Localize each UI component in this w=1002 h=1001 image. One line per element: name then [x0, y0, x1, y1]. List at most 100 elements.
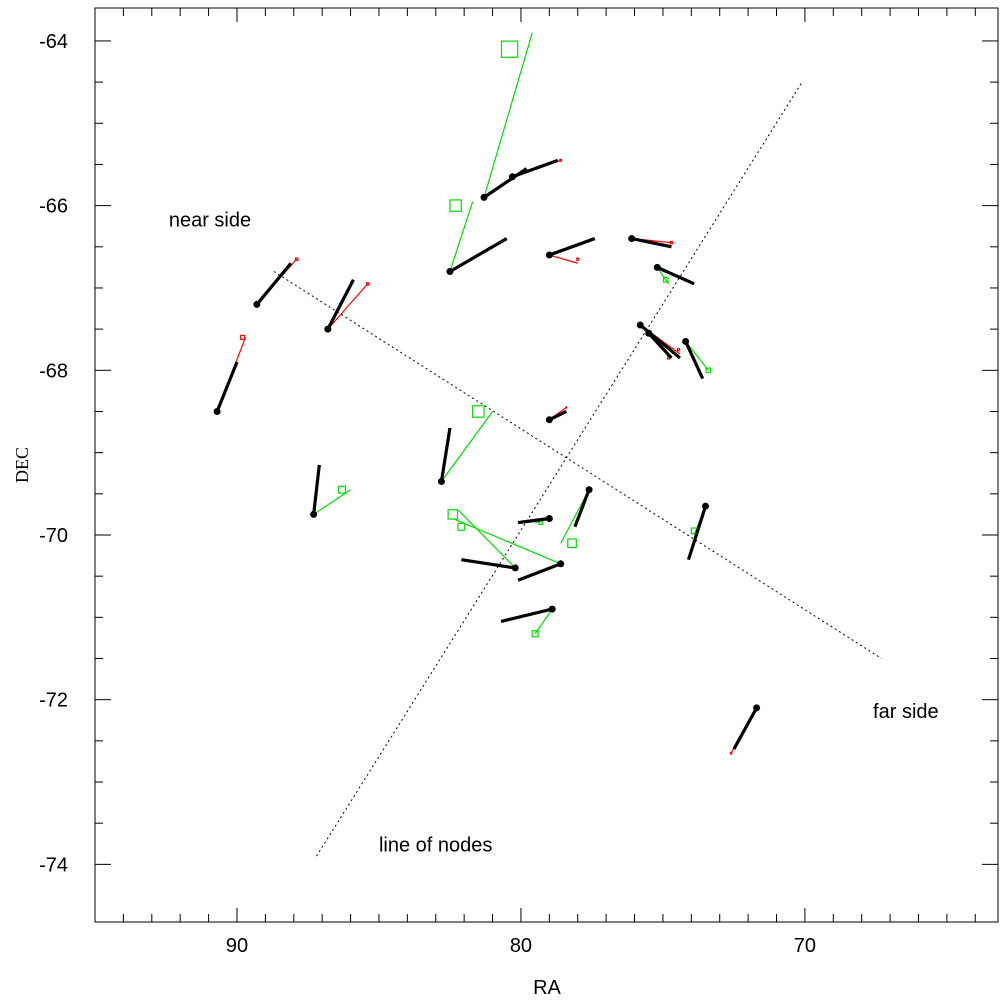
green-vector	[452, 517, 561, 565]
motion-vector	[732, 707, 759, 750]
motion-vector	[215, 361, 239, 413]
object-3	[324, 278, 370, 333]
object-1	[213, 334, 247, 415]
object-4	[310, 464, 351, 518]
reference-lines	[273, 81, 882, 857]
x-tick-label: 70	[794, 935, 816, 957]
object-7	[480, 32, 533, 201]
motion-vector	[647, 332, 673, 360]
red-error-box	[565, 406, 568, 409]
y-tick-label: -64	[39, 31, 68, 53]
y-axis-title: DEC	[12, 447, 32, 483]
data-point	[545, 416, 553, 424]
object-12	[447, 509, 565, 582]
data-point	[253, 300, 261, 308]
green-vector	[313, 489, 351, 515]
x-tick-label: 90	[226, 935, 248, 957]
motion-vector	[631, 236, 672, 249]
annotation-line-of-nodes: line of nodes	[379, 835, 492, 857]
red-error-box	[294, 257, 299, 261]
data-point	[557, 560, 565, 568]
data-point	[437, 477, 445, 485]
data-point	[511, 564, 519, 572]
motion-vector	[686, 505, 708, 561]
data-point	[636, 321, 644, 329]
motion-vector	[461, 558, 516, 570]
object-10	[545, 406, 568, 424]
object-16	[628, 235, 674, 249]
object-14	[560, 486, 593, 549]
green-error-box	[449, 199, 462, 212]
red-error-box	[240, 334, 246, 340]
green-error-box	[447, 509, 459, 520]
object-5	[437, 405, 494, 485]
data-point	[653, 263, 661, 271]
motion-vector	[326, 278, 355, 330]
data-point	[628, 235, 636, 243]
green-error-box	[567, 538, 577, 549]
x-tick-label: 80	[510, 935, 532, 957]
green-vector	[440, 411, 494, 482]
motion-vector	[511, 158, 559, 179]
data-point	[213, 407, 221, 415]
y-tick-label: -74	[39, 854, 68, 876]
motion-vector	[639, 323, 681, 360]
object-22	[729, 704, 761, 755]
annotation-far-side: far side	[873, 701, 939, 723]
data-point	[702, 502, 710, 510]
motion-vector	[312, 464, 321, 515]
object-9	[545, 237, 596, 264]
red-error-box	[676, 348, 681, 352]
annotation-near-side: near side	[169, 210, 251, 232]
axis-ticks: 90 80 70 -64 -66 -68 -70 -72 -74	[39, 8, 998, 957]
green-vector	[483, 32, 533, 198]
object-21	[686, 502, 710, 561]
motion-vector	[449, 237, 508, 273]
object-8	[508, 158, 563, 181]
motion-vector	[255, 262, 293, 306]
motion-vector	[684, 340, 705, 380]
motion-vector	[656, 265, 695, 286]
data-point	[753, 704, 761, 712]
object-17	[653, 263, 695, 286]
x-axis-title: RA	[533, 977, 561, 999]
motion-vector	[439, 427, 452, 482]
object-18	[636, 321, 681, 360]
data-point	[480, 193, 488, 201]
perpendicular-line	[273, 271, 882, 659]
data-point	[446, 267, 454, 275]
green-error-box	[457, 522, 466, 531]
green-error-box	[472, 405, 485, 418]
motion-vector	[517, 562, 562, 582]
data-point	[645, 329, 653, 337]
data-point	[545, 251, 553, 259]
red-error-box	[365, 282, 370, 286]
data-point	[585, 486, 593, 494]
object-13	[517, 515, 553, 526]
y-tick-label: -70	[39, 525, 68, 547]
green-vector	[458, 509, 516, 569]
green-error-box	[338, 485, 347, 494]
data-point	[545, 515, 553, 523]
green-error-box	[500, 40, 519, 58]
data-point	[682, 337, 690, 345]
y-tick-label: -66	[39, 196, 68, 218]
data-point	[310, 510, 318, 518]
motion-vector	[548, 237, 596, 257]
green-error-box	[662, 276, 669, 283]
object-6	[446, 199, 508, 275]
data-point	[324, 325, 332, 333]
red-error-box	[559, 158, 563, 162]
annotations: near side far side line of nodes	[169, 210, 939, 857]
red-error-box	[669, 240, 674, 245]
object-11	[457, 509, 519, 572]
line-of-nodes	[316, 81, 803, 857]
y-tick-label: -68	[39, 360, 68, 382]
y-tick-label: -72	[39, 690, 68, 712]
motion-vector	[573, 489, 591, 528]
object-15	[500, 605, 556, 638]
green-vector	[534, 608, 553, 635]
object-20	[682, 337, 712, 380]
red-vector	[549, 254, 578, 264]
